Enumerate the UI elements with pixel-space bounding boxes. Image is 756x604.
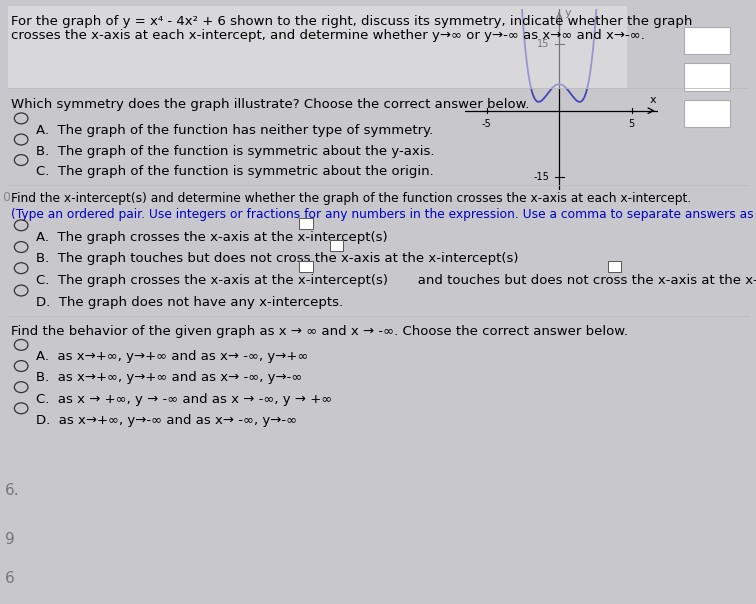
Text: B.  as x→+∞, y→+∞ and as x→ -∞, y→-∞: B. as x→+∞, y→+∞ and as x→ -∞, y→-∞	[36, 371, 302, 385]
Text: 15: 15	[537, 39, 549, 50]
FancyBboxPatch shape	[684, 63, 730, 91]
Text: 0: 0	[2, 191, 11, 205]
Text: crosses the x-axis at each x-intercept, and determine whether y→∞ or y→-∞ as x→∞: crosses the x-axis at each x-intercept, …	[11, 29, 645, 42]
FancyBboxPatch shape	[8, 6, 627, 88]
Text: D.  The graph does not have any x-intercepts.: D. The graph does not have any x-interce…	[36, 296, 343, 309]
Text: 6.: 6.	[5, 483, 19, 498]
Text: (Type an ordered pair. Use integers or fractions for any numbers in the expressi: (Type an ordered pair. Use integers or f…	[11, 208, 756, 221]
Text: A.  The graph of the function has neither type of symmetry.: A. The graph of the function has neither…	[36, 124, 433, 137]
Text: A.  as x→+∞, y→+∞ and as x→ -∞, y→+∞: A. as x→+∞, y→+∞ and as x→ -∞, y→+∞	[36, 350, 308, 364]
Text: Which symmetry does the graph illustrate? Choose the correct answer below.: Which symmetry does the graph illustrate…	[11, 98, 530, 111]
Text: 5: 5	[628, 118, 635, 129]
Text: B.  The graph touches but does not cross the x-axis at the x-intercept(s): B. The graph touches but does not cross …	[36, 252, 519, 266]
Text: Find the behavior of the given graph as x → ∞ and x → -∞. Choose the correct ans: Find the behavior of the given graph as …	[11, 325, 628, 338]
FancyBboxPatch shape	[684, 27, 730, 54]
Text: x: x	[650, 95, 657, 106]
FancyBboxPatch shape	[684, 100, 730, 127]
Bar	[330, 240, 343, 251]
Text: B.  The graph of the function is symmetric about the y-axis.: B. The graph of the function is symmetri…	[36, 145, 435, 158]
Text: -15: -15	[533, 172, 549, 182]
Text: 9: 9	[5, 532, 14, 547]
Bar	[299, 261, 313, 272]
Text: Find the x-intercept(s) and determine whether the graph of the function crosses : Find the x-intercept(s) and determine wh…	[11, 192, 692, 205]
Text: y: y	[565, 8, 572, 19]
Text: For the graph of y = x⁴ - 4x² + 6 shown to the right, discuss its symmetry, indi: For the graph of y = x⁴ - 4x² + 6 shown …	[11, 15, 692, 28]
Text: D.  as x→+∞, y→-∞ and as x→ -∞, y→-∞: D. as x→+∞, y→-∞ and as x→ -∞, y→-∞	[36, 414, 297, 427]
Text: C.  The graph of the function is symmetric about the origin.: C. The graph of the function is symmetri…	[36, 165, 434, 179]
Text: -5: -5	[482, 118, 491, 129]
Bar	[299, 218, 313, 229]
Text: C.  The graph crosses the x-axis at the x-intercept(s)       and touches but doe: C. The graph crosses the x-axis at the x…	[36, 274, 756, 287]
Bar	[608, 261, 621, 272]
Text: A.  The graph crosses the x-axis at the x-intercept(s): A. The graph crosses the x-axis at the x…	[36, 231, 388, 244]
Text: 6: 6	[5, 571, 14, 586]
Text: C.  as x → +∞, y → -∞ and as x → -∞, y → +∞: C. as x → +∞, y → -∞ and as x → -∞, y → …	[36, 393, 333, 406]
